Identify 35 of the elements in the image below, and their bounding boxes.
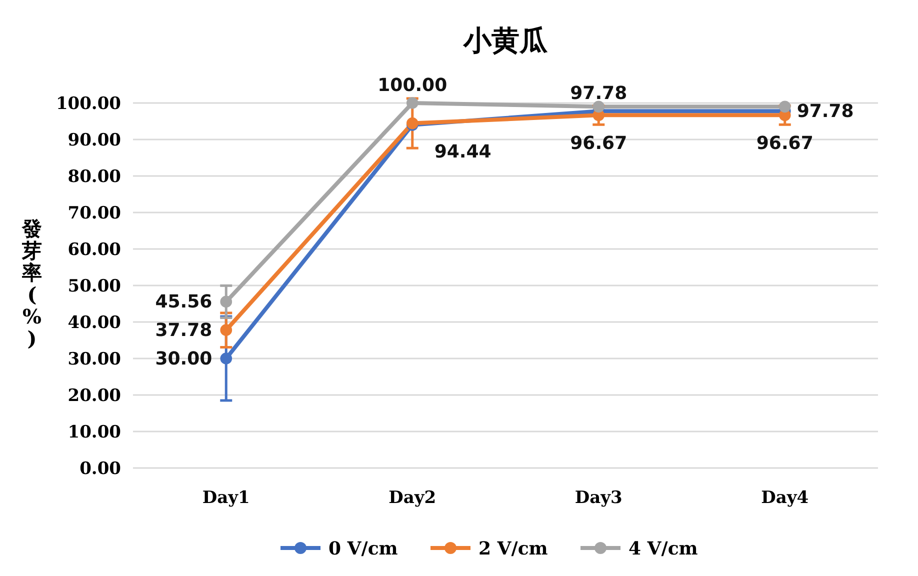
x-tick-label: Day3 xyxy=(574,488,622,508)
point xyxy=(406,97,418,109)
y-tick-label: 80.00 xyxy=(68,166,122,187)
x-tick-label: Day1 xyxy=(202,488,250,508)
point xyxy=(220,324,232,336)
y-tick-label: 30.00 xyxy=(68,349,122,370)
legend-label: 2 V/cm xyxy=(478,538,548,560)
x-tick-label: Day4 xyxy=(761,488,809,508)
point xyxy=(220,296,232,308)
data-label: 97.78 xyxy=(570,83,628,104)
point xyxy=(220,352,232,364)
y-tick-label: 50.00 xyxy=(68,276,122,296)
data-label: 45.56 xyxy=(155,292,212,313)
data-label: 100.00 xyxy=(378,75,448,96)
y-tick-label: 70.00 xyxy=(68,203,122,224)
data-label: 97.78 xyxy=(796,101,854,122)
legend-label: 4 V/cm xyxy=(628,538,698,560)
data-label: 96.67 xyxy=(570,133,628,154)
y-tick-label: 40.00 xyxy=(68,312,122,333)
y-tick-label: 90.00 xyxy=(68,130,122,150)
y-tick-label: 100.00 xyxy=(56,94,122,114)
point xyxy=(778,100,791,113)
data-label: 37.78 xyxy=(155,320,212,342)
y-axis-title: 發芽率(%) xyxy=(21,216,42,350)
y-tick-label: 20.00 xyxy=(68,386,122,406)
legend-label: 0 V/cm xyxy=(328,538,398,560)
data-label: 96.67 xyxy=(756,133,814,154)
x-tick-label: Day2 xyxy=(388,488,436,508)
chart-title: 小黄瓜 xyxy=(462,24,548,57)
y-tick-label: 0.00 xyxy=(80,458,122,479)
data-label: 30.00 xyxy=(155,348,212,370)
y-tick-label: 10.00 xyxy=(68,422,122,442)
y-tick-label: 60.00 xyxy=(68,240,122,260)
point xyxy=(592,100,605,113)
data-label: 94.44 xyxy=(434,141,492,162)
